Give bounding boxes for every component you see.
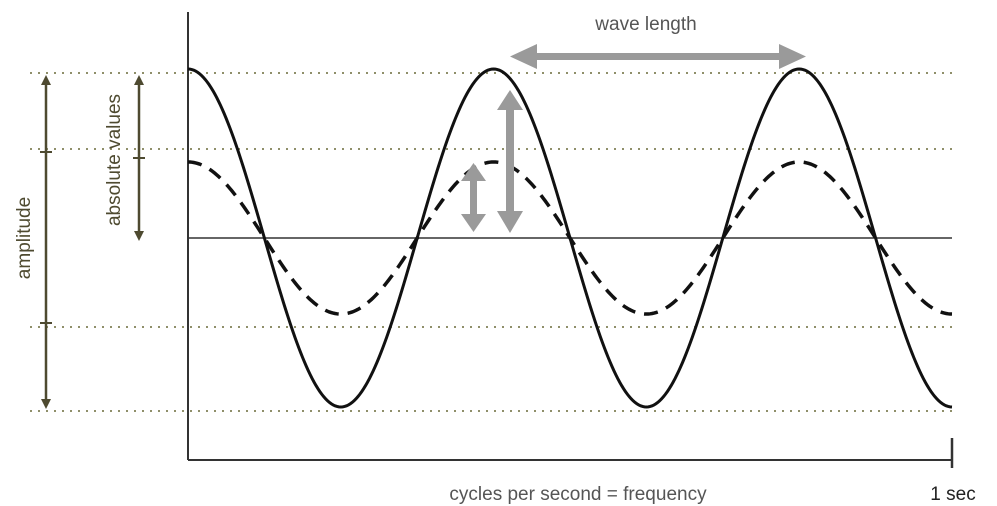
wave-length-arrow — [510, 44, 806, 69]
absolute-values-label: absolute values — [104, 94, 125, 226]
end-tick-label: 1 sec — [930, 484, 975, 505]
guide-lines — [30, 72, 955, 412]
amplitude-label: amplitude — [14, 197, 35, 279]
dashed-amplitude-arrow — [461, 163, 486, 232]
dashed-wave — [187, 160, 953, 316]
wave-length-label: wave length — [594, 14, 696, 35]
solid-amplitude-arrow — [497, 90, 523, 233]
x-axis-label: cycles per second = frequency — [449, 484, 707, 505]
